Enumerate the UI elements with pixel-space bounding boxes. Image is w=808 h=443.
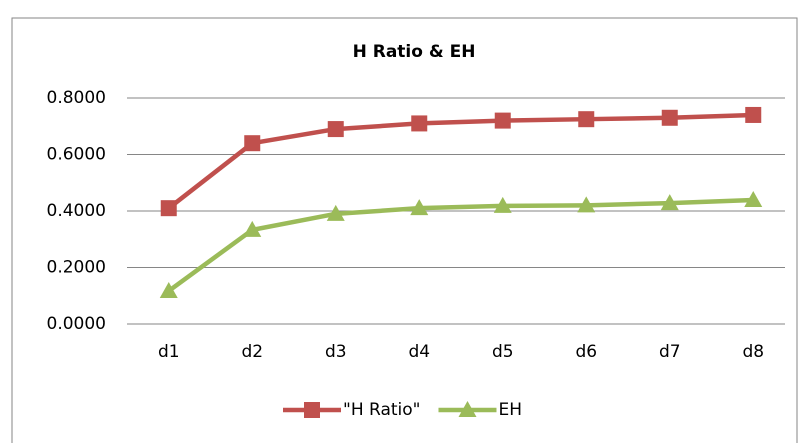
marker bbox=[745, 106, 762, 123]
chart-title: H Ratio & EH bbox=[353, 42, 476, 62]
y-tick-label: 0.6000 bbox=[47, 145, 106, 165]
marker bbox=[243, 220, 262, 237]
x-tick-label: d3 bbox=[325, 342, 347, 362]
x-tick-label: d2 bbox=[241, 342, 263, 362]
y-tick-label: 0.0000 bbox=[47, 314, 106, 334]
marker bbox=[244, 135, 261, 152]
marker bbox=[578, 111, 595, 128]
marker bbox=[494, 112, 511, 129]
marker bbox=[661, 109, 678, 126]
marker bbox=[304, 402, 320, 418]
chart-frame bbox=[11, 17, 798, 443]
y-tick-label: 0.2000 bbox=[47, 258, 106, 278]
marker bbox=[159, 281, 178, 298]
series-line bbox=[167, 112, 754, 210]
y-tick-label: 0.8000 bbox=[47, 88, 106, 108]
x-tick-label: d8 bbox=[742, 342, 764, 362]
y-tick-label: 0.4000 bbox=[47, 201, 106, 221]
series-line bbox=[167, 197, 754, 293]
marker bbox=[327, 121, 344, 138]
marker bbox=[660, 194, 679, 211]
marker bbox=[493, 196, 512, 213]
marker bbox=[744, 190, 763, 207]
x-tick-label: d4 bbox=[408, 342, 430, 362]
marker bbox=[411, 115, 428, 132]
x-tick-label: d1 bbox=[158, 342, 180, 362]
legend-label: "H Ratio" bbox=[343, 400, 420, 420]
marker bbox=[160, 200, 177, 217]
marker bbox=[410, 199, 429, 216]
marker bbox=[577, 196, 596, 213]
legend-label: EH bbox=[498, 400, 522, 420]
x-tick-label: d6 bbox=[575, 342, 597, 362]
x-tick-label: d5 bbox=[492, 342, 514, 362]
marker bbox=[326, 204, 345, 221]
x-tick-label: d7 bbox=[659, 342, 681, 362]
marker bbox=[458, 401, 477, 417]
